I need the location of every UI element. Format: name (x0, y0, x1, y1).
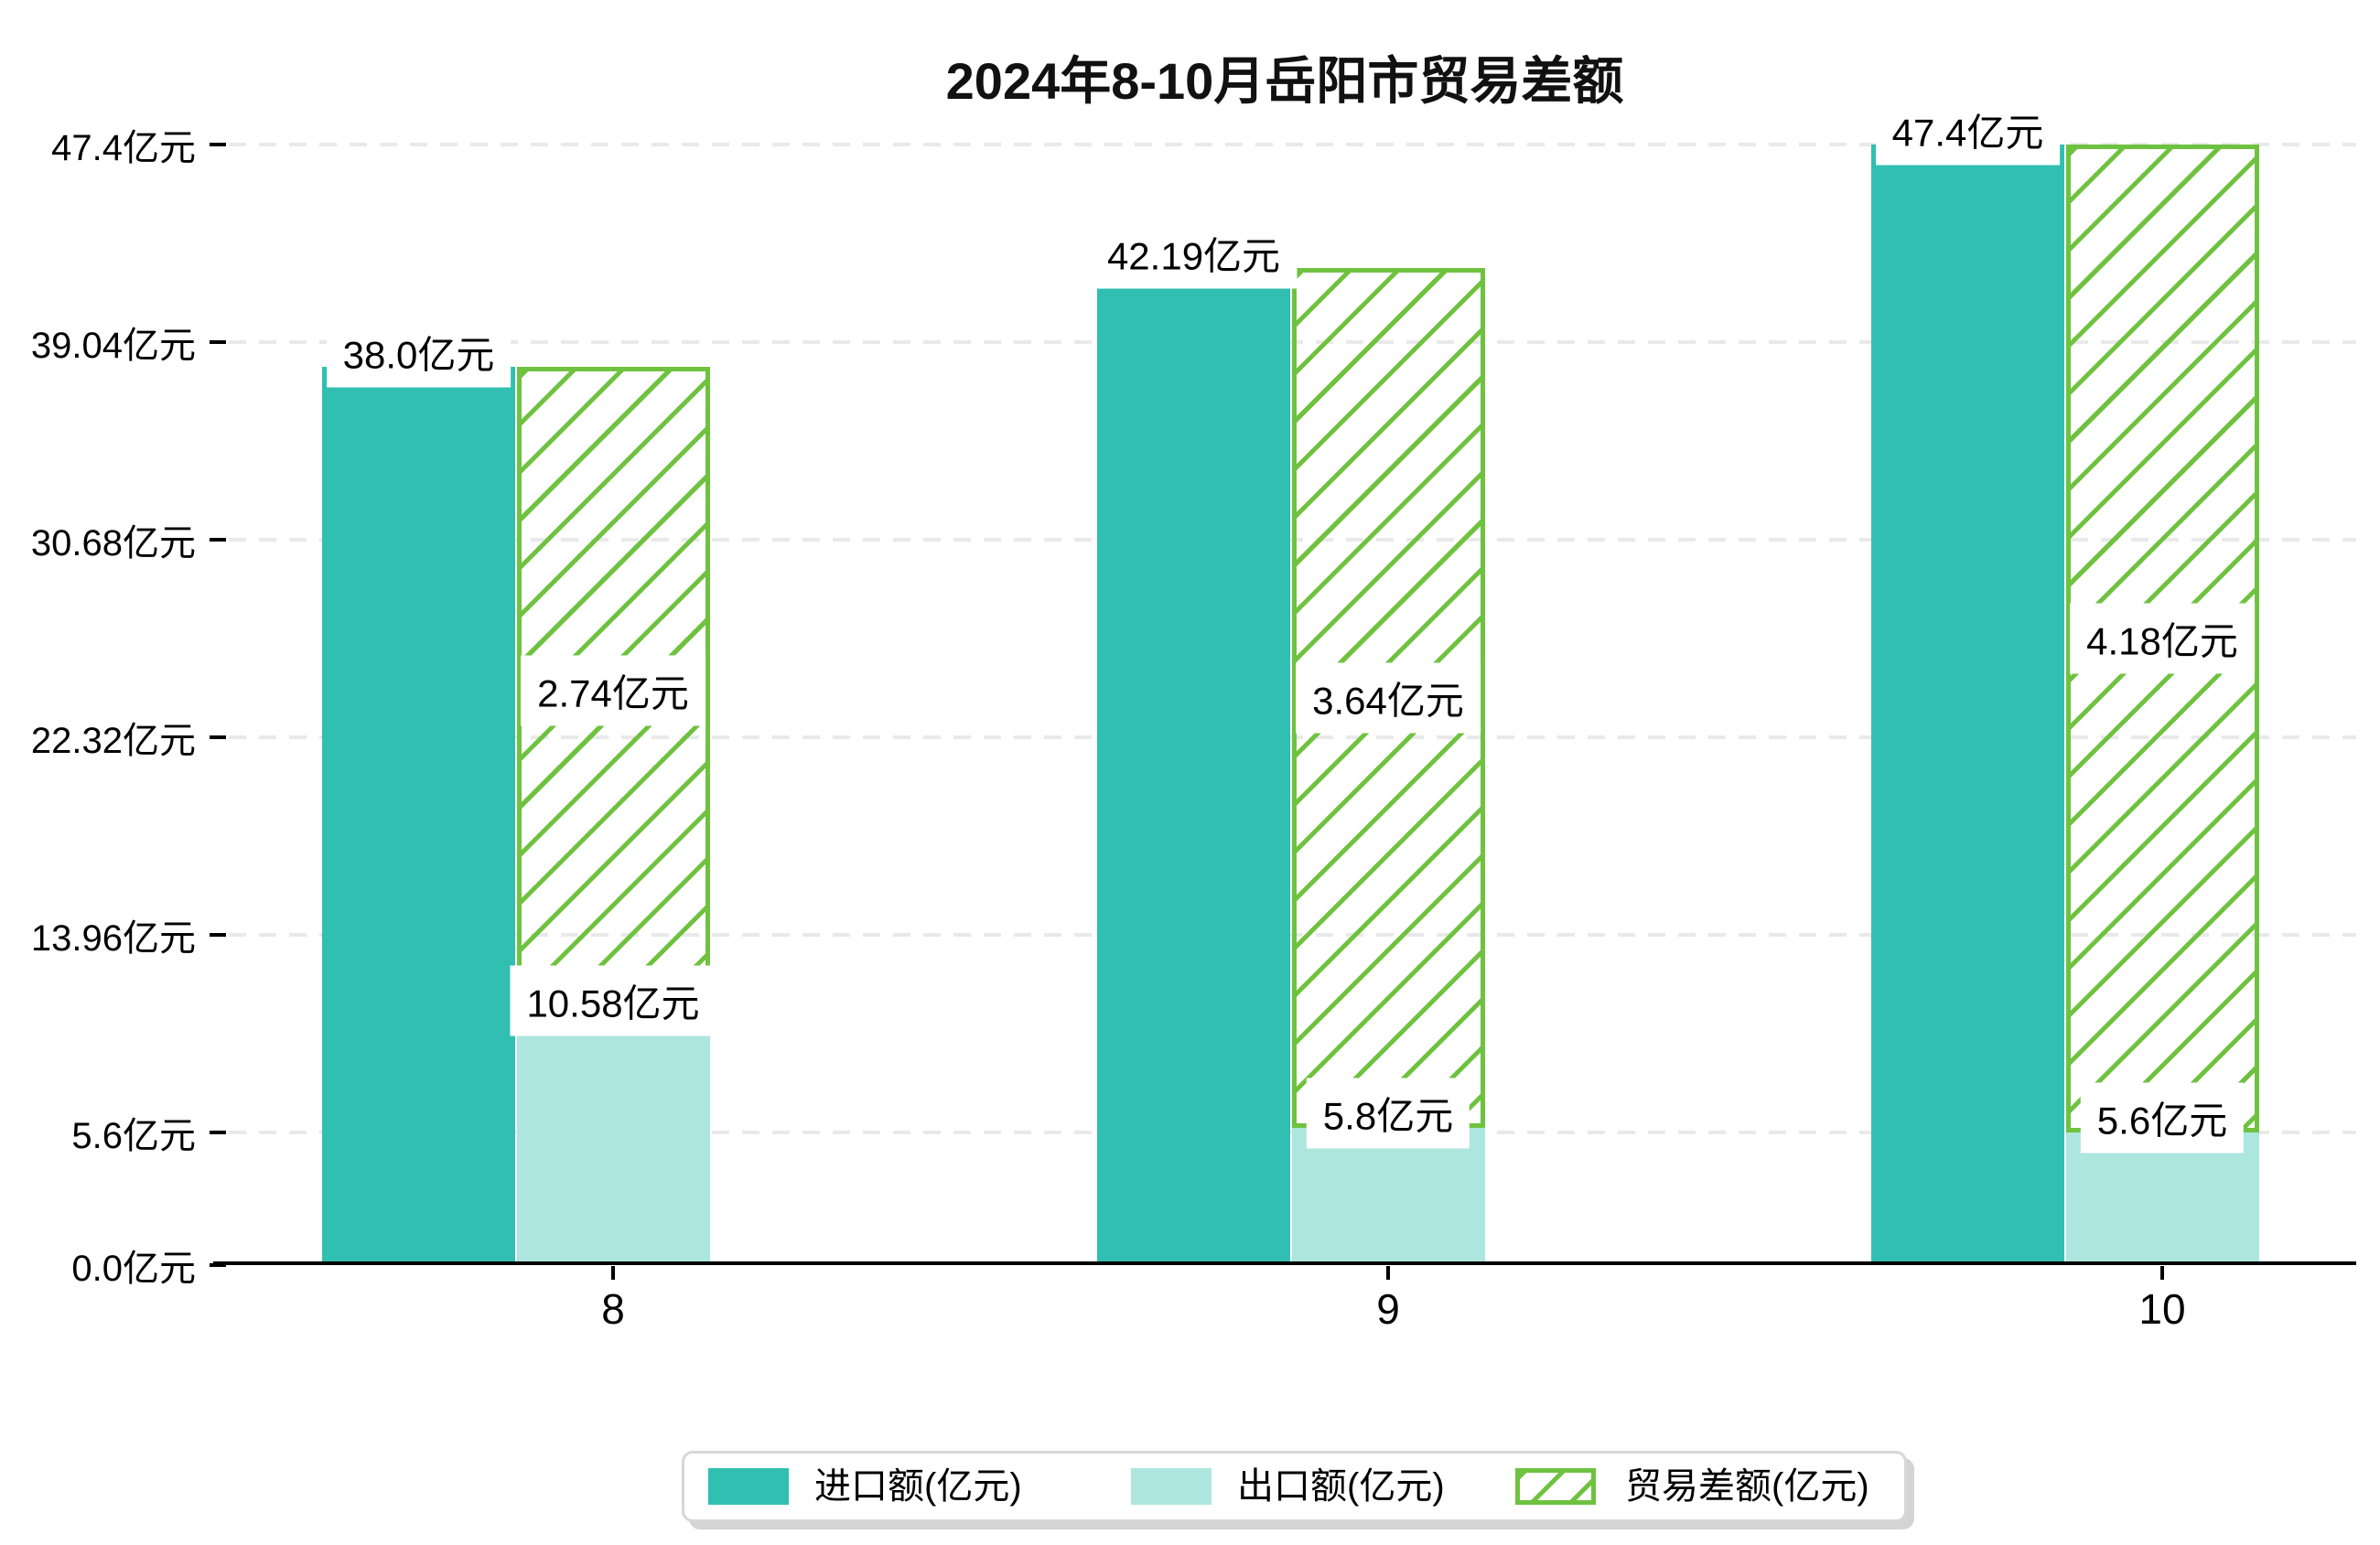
y-tick-label: 39.04亿元 (30, 326, 196, 367)
export-bar (1292, 1128, 1485, 1265)
y-tick-mark (210, 143, 226, 147)
y-tick-label: 0.0亿元 (71, 1249, 196, 1289)
import-value-label: 38.0亿元 (326, 317, 512, 388)
export-bar (2066, 1132, 2259, 1265)
import-bar (322, 367, 515, 1265)
import-bar (1871, 145, 2064, 1265)
legend-import-swatch (708, 1468, 789, 1505)
import-bar (1097, 267, 1290, 1265)
legend-export-label: 出口额(亿元) (1237, 1466, 1445, 1507)
legend: 进口额(亿元) 出口额(亿元) 贸易差额(亿元) (682, 1451, 1907, 1522)
x-tick-label: 9 (1376, 1285, 1400, 1333)
import-value-label: 42.19亿元 (1090, 218, 1298, 289)
trade-balance-value-label: 4.18亿元 (2070, 603, 2255, 674)
y-tick-label: 5.6亿元 (71, 1116, 196, 1157)
chart-title: 2024年8-10月岳阳市贸易差额 (945, 52, 1624, 110)
export-value-label: 10.58亿元 (510, 965, 716, 1036)
y-tick-mark (210, 538, 226, 542)
x-tick-mark (1386, 1266, 1390, 1280)
y-tick-label: 47.4亿元 (51, 128, 196, 169)
x-tick-label: 10 (2138, 1285, 2186, 1333)
legend-trade-balance-swatch (1515, 1468, 1596, 1505)
x-axis-line (213, 1261, 2356, 1265)
y-tick-mark (210, 735, 226, 740)
trade-balance-value-label: 2.74亿元 (521, 655, 705, 726)
y-tick-mark (210, 1263, 226, 1267)
legend-export-swatch (1131, 1468, 1212, 1505)
y-tick-label: 30.68亿元 (30, 523, 196, 564)
export-value-label: 5.8亿元 (1306, 1078, 1470, 1149)
legend-trade-balance-label: 贸易差额(亿元) (1625, 1466, 1869, 1507)
y-gridline (229, 143, 2356, 147)
x-tick-mark (2160, 1266, 2164, 1280)
y-tick-mark (210, 340, 226, 345)
trade-balance-value-label: 3.64亿元 (1296, 662, 1481, 734)
y-tick-label: 13.96亿元 (30, 918, 196, 960)
x-tick-label: 8 (601, 1285, 625, 1333)
y-tick-mark (210, 1131, 226, 1135)
export-bar (517, 1014, 710, 1265)
import-value-label: 47.4亿元 (1875, 94, 2061, 166)
legend-import-label: 进口额(亿元) (814, 1466, 1022, 1507)
y-tick-label: 22.32亿元 (30, 721, 196, 762)
y-tick-mark (210, 933, 226, 938)
export-value-label: 5.6亿元 (2080, 1082, 2245, 1153)
x-tick-mark (611, 1266, 615, 1280)
